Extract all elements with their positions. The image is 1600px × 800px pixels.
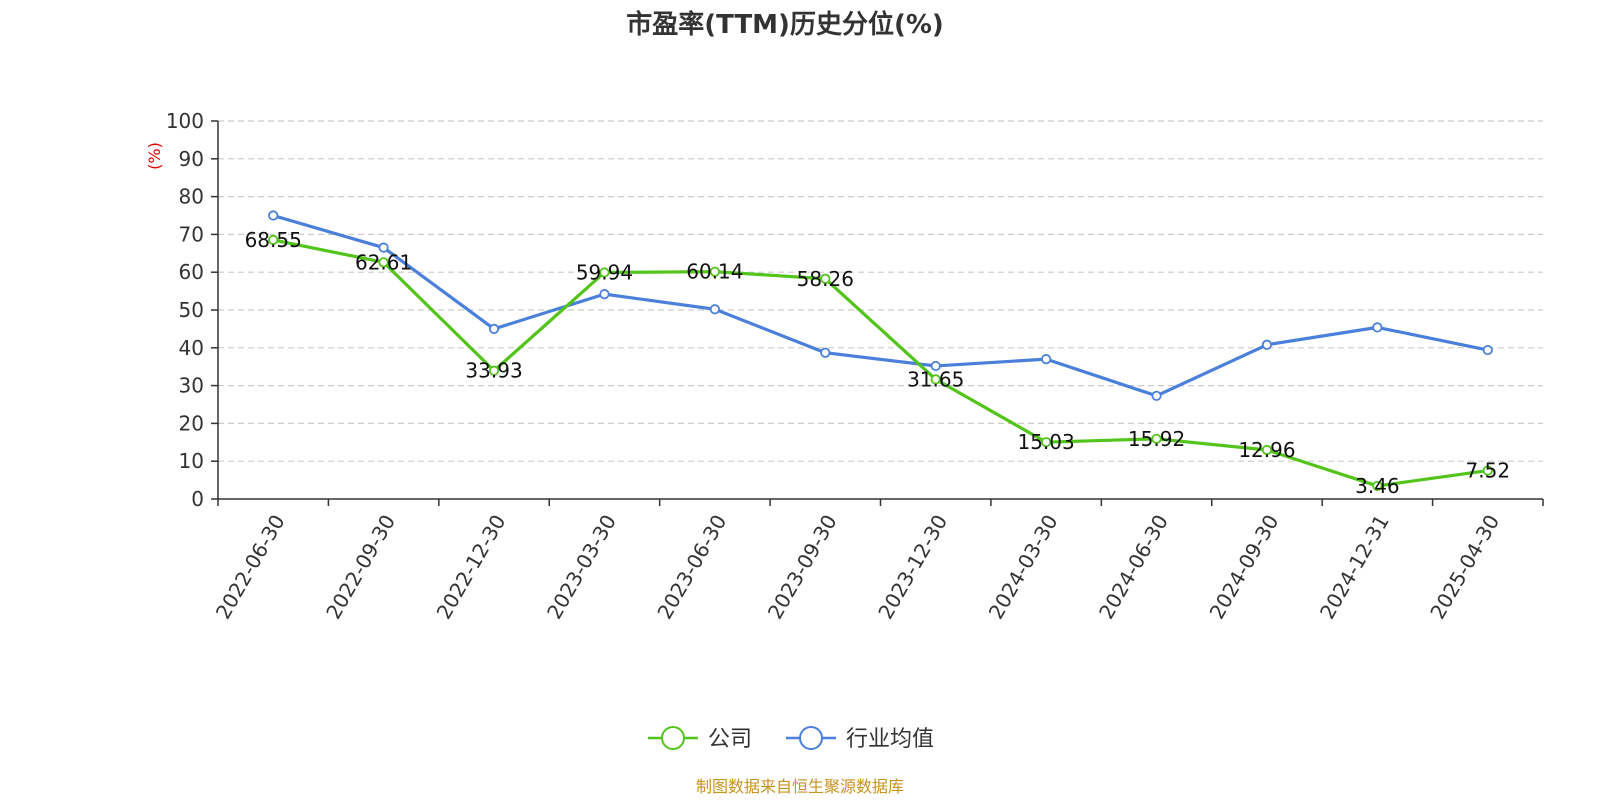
- data-point: [488, 365, 500, 376]
- data-label: 31.65: [907, 367, 964, 391]
- x-tick-label: 2022-06-30: [211, 511, 290, 624]
- x-tick-label: 2025-04-30: [1425, 511, 1504, 624]
- y-tick-label: 70: [179, 222, 204, 246]
- data-label: 58.26: [797, 267, 854, 291]
- y-tick-label: 20: [179, 411, 204, 435]
- data-point: [930, 360, 941, 372]
- data-point: [378, 257, 389, 268]
- x-tick-label: 2024-12-31: [1315, 511, 1394, 624]
- data-point: [268, 210, 279, 221]
- data-point: [268, 234, 279, 245]
- legend[interactable]: 公司 行业均值: [648, 726, 934, 752]
- data-labels: 68.55 62.61 33.93 59.94 60.14 58.26 31.65 15.03…: [245, 228, 1510, 498]
- data-point: [1372, 322, 1383, 333]
- data-label: 68.55: [245, 228, 302, 252]
- x-tick-label: 2024-03-30: [984, 511, 1063, 624]
- x-tick-label: 2024-09-30: [1205, 511, 1284, 624]
- x-tick-label: 2023-09-30: [763, 511, 842, 624]
- data-point: [1041, 437, 1052, 448]
- data-point: [1482, 465, 1493, 476]
- data-point: [378, 242, 389, 253]
- data-label: 12.96: [1238, 438, 1295, 462]
- legend-item-company[interactable]: 公司: [648, 726, 752, 752]
- x-tick-label: 2023-03-30: [542, 511, 621, 624]
- data-point: [1151, 390, 1162, 401]
- axes: 0 10 20 30 40 50 60 70 80 90 100 2022-06-30 2022-09-…: [166, 109, 1544, 624]
- data-label: 3.46: [1355, 474, 1400, 498]
- y-tick-label: 60: [179, 260, 204, 284]
- data-label: 60.14: [686, 260, 743, 284]
- y-tick-label: 50: [179, 298, 204, 322]
- y-tick-label: 30: [179, 374, 204, 398]
- chart-title: 市盈率(TTM)历史分位(%): [626, 9, 944, 40]
- data-point: [709, 304, 720, 315]
- data-point: [1041, 354, 1052, 365]
- series-line-company: [272, 238, 1489, 488]
- legend-item-industry-average[interactable]: 行业均值: [786, 726, 934, 752]
- legend-marker: [661, 726, 685, 750]
- data-point: [599, 289, 610, 300]
- x-tick-label: 2023-06-30: [652, 511, 731, 624]
- data-label: 33.93: [465, 359, 522, 383]
- series-lines: [268, 210, 1493, 492]
- y-axis-label: (%): [145, 142, 164, 170]
- grid-lines: [218, 120, 1543, 462]
- legend-label: 行业均值: [846, 727, 934, 752]
- data-point: [1151, 433, 1162, 444]
- legend-label: 公司: [708, 727, 752, 752]
- y-tick-label: 0: [191, 487, 204, 511]
- data-label: 59.94: [576, 260, 633, 284]
- y-tick-label: 40: [179, 336, 204, 360]
- data-point: [709, 266, 720, 277]
- x-tick-label: 2023-12-30: [873, 510, 952, 623]
- data-point: [1482, 344, 1493, 356]
- data-label: 7.52: [1466, 459, 1511, 483]
- data-label: 62.61: [355, 250, 412, 274]
- source-note: 制图数据来自恒生聚源数据库: [696, 777, 904, 796]
- x-tick-label: 2022-12-30: [432, 510, 511, 623]
- data-point: [488, 323, 500, 334]
- data-point: [1372, 480, 1383, 492]
- y-tick-label: 80: [179, 185, 204, 209]
- x-tick-label: 2024-06-30: [1094, 511, 1173, 624]
- data-point: [599, 267, 610, 278]
- data-point: [930, 374, 941, 385]
- data-point: [1261, 444, 1273, 456]
- y-tick-label: 90: [179, 147, 204, 171]
- data-point: [820, 347, 831, 358]
- legend-marker: [799, 726, 823, 750]
- data-point: [1261, 339, 1273, 350]
- series-line-industry-average: [272, 213, 1489, 398]
- y-tick-label: 100: [166, 109, 204, 133]
- data-label: 15.03: [1017, 430, 1074, 454]
- data-label: 15.92: [1128, 427, 1185, 451]
- x-tick-label: 2022-09-30: [321, 511, 400, 624]
- data-point: [820, 273, 831, 284]
- y-tick-label: 10: [179, 449, 204, 473]
